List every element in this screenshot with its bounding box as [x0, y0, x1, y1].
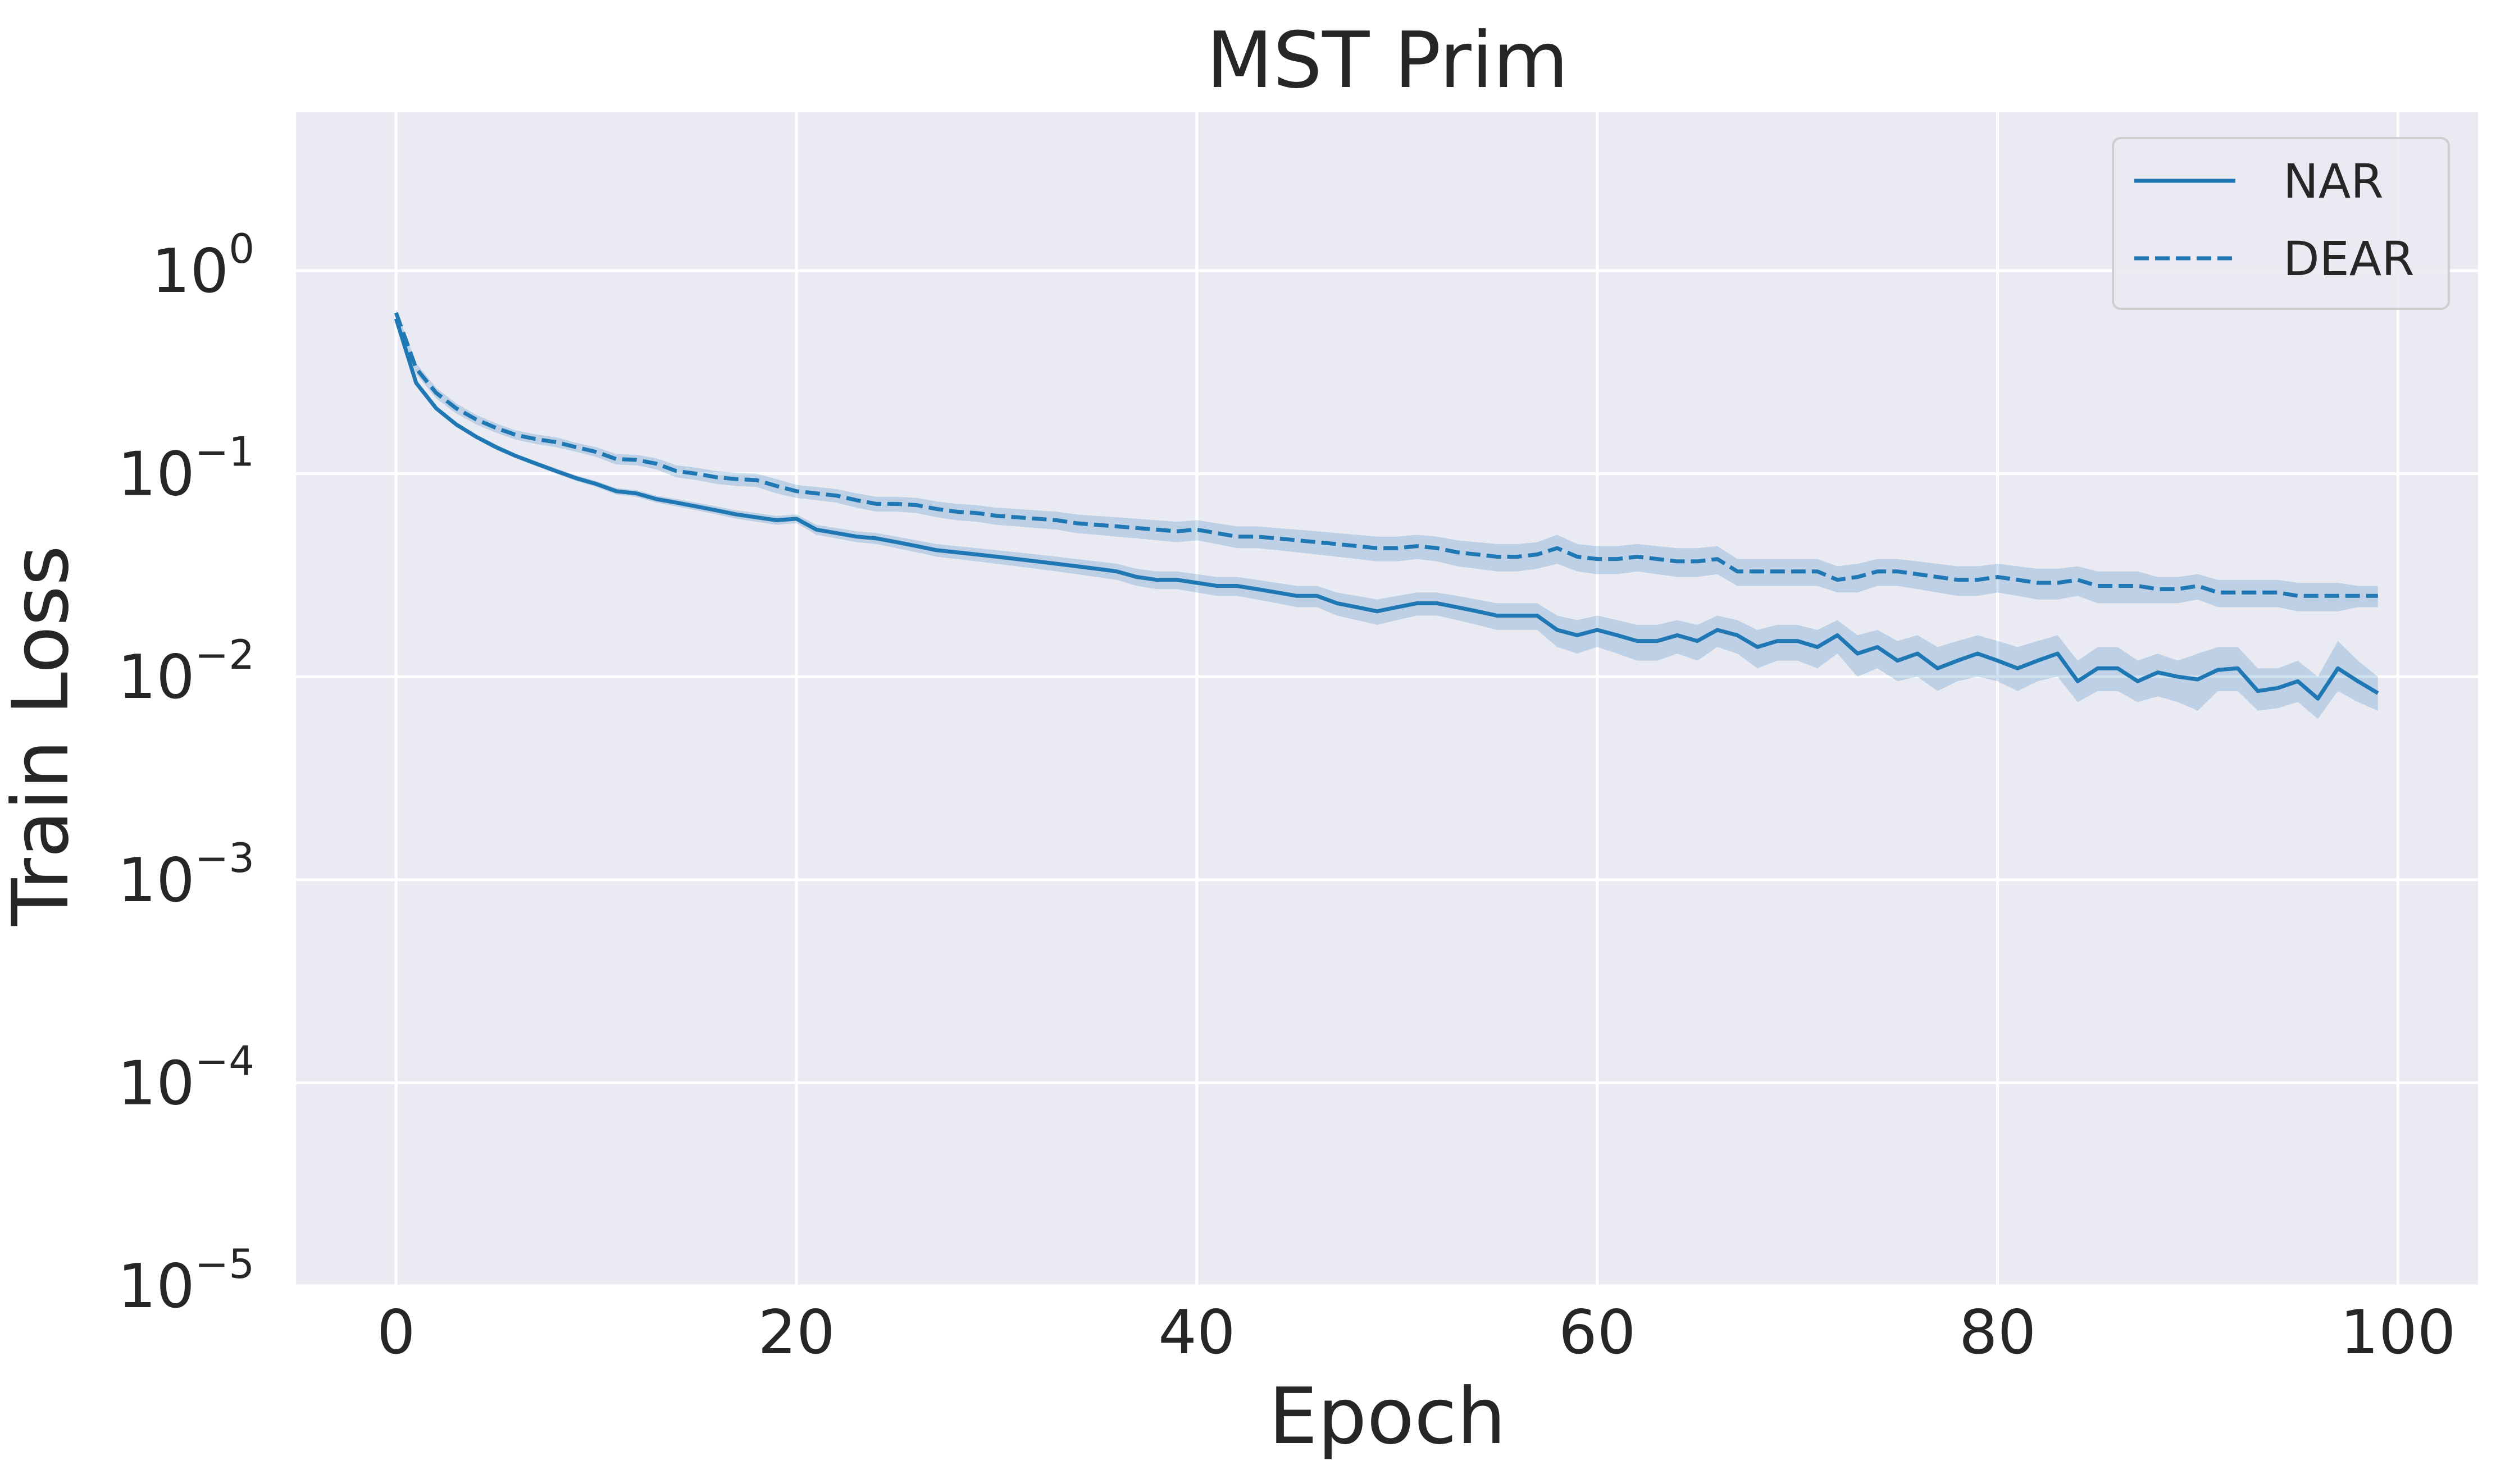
- x-tick-labels: 0 20 40 60 80 100: [377, 1298, 2456, 1368]
- y-tick-label-3: 10−3: [117, 834, 254, 916]
- plot-area: [296, 112, 2478, 1286]
- plot-background: [296, 112, 2478, 1286]
- line-nar: [394, 318, 2379, 701]
- x-tick-label-20: 20: [758, 1298, 835, 1368]
- y-tick-label-0: 100: [152, 225, 254, 307]
- legend-label-dear: DEAR: [2283, 231, 2415, 286]
- y-tick-label-5: 10−5: [117, 1240, 254, 1322]
- line-dear: [394, 312, 2378, 598]
- legend: NAR DEAR: [2112, 137, 2450, 310]
- band-dear: [396, 308, 2378, 611]
- x-axis-label: Epoch: [1269, 1371, 1506, 1462]
- y-tick-label-4: 10−4: [117, 1037, 254, 1118]
- y-tick-label-2: 10−2: [117, 631, 254, 713]
- chart-title: MST Prim: [1206, 15, 1568, 106]
- x-tick-label-100: 100: [2340, 1298, 2456, 1368]
- y-tick-label-1: 10−1: [117, 428, 254, 510]
- x-tick-label-80: 80: [1959, 1298, 2036, 1368]
- x-tick-label-40: 40: [1158, 1298, 1235, 1368]
- y-axis-label: Train Loss: [0, 545, 86, 926]
- x-tick-label-60: 60: [1559, 1298, 1636, 1368]
- legend-label-nar: NAR: [2283, 154, 2384, 209]
- y-tick-labels: 100 10−1 10−2 10−3 10−4 10−5: [117, 225, 254, 1322]
- series-lines: [394, 312, 2379, 701]
- x-tick-label-0: 0: [377, 1298, 416, 1368]
